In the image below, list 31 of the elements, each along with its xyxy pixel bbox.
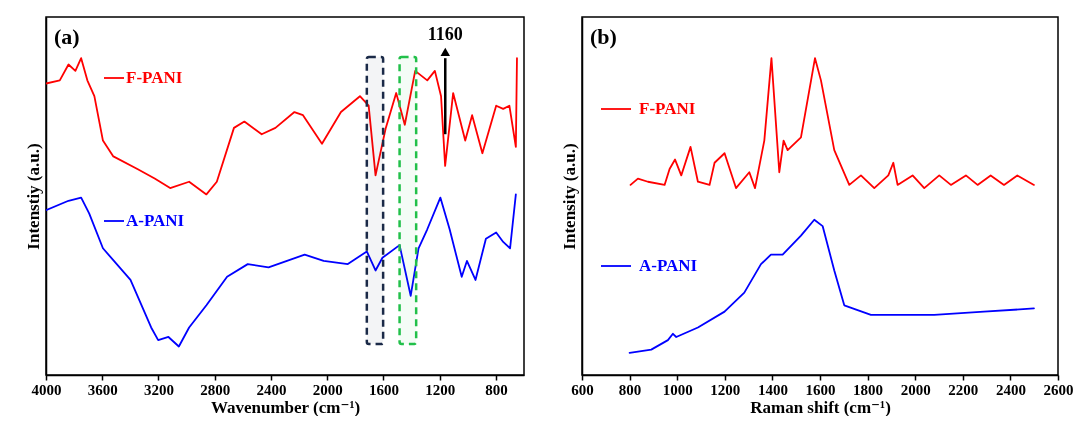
x-tick-label: 3600 xyxy=(87,381,118,398)
x-tick-label: 2800 xyxy=(200,381,231,398)
x-tick-label: 600 xyxy=(571,381,594,398)
x-tick-label: 1800 xyxy=(853,381,884,398)
x-tick-label: 1600 xyxy=(368,381,399,398)
x-tick-label: 2000 xyxy=(900,381,931,398)
x-tick-label: 3200 xyxy=(143,381,174,398)
x-tick-label: 1200 xyxy=(710,381,741,398)
x-tick-label: 800 xyxy=(485,381,508,398)
x-tick-label: 2000 xyxy=(312,381,343,398)
x-tick-label: 4000 xyxy=(31,381,62,398)
legend-label: A-PANI xyxy=(639,256,698,275)
annotation: 1160 xyxy=(427,23,463,44)
x-tick-label: 800 xyxy=(618,381,642,398)
x-axis-title: Raman shift (cm⁻¹) xyxy=(750,397,891,417)
legend-label: F-PANI xyxy=(126,68,183,87)
y-axis-title: Intensity (a.u.) xyxy=(559,143,579,250)
legend-label: F-PANI xyxy=(639,99,696,118)
x-axis-title: Wavenumber (cm⁻¹) xyxy=(210,397,361,417)
x-tick-label: 2400 xyxy=(256,381,287,398)
chart-title: (a) xyxy=(54,24,80,49)
x-tick-label: 2200 xyxy=(948,381,979,398)
chart-title: (b) xyxy=(590,24,617,49)
x-tick-label: 1400 xyxy=(757,381,788,398)
legend-label: A-PANI xyxy=(126,211,185,230)
y-axis-title: Intenstiy (a.u.) xyxy=(23,143,43,250)
x-tick-label: 2600 xyxy=(1043,381,1074,398)
x-tick-label: 1000 xyxy=(662,381,693,398)
x-tick-label: 2400 xyxy=(995,381,1026,398)
x-tick-label: 1600 xyxy=(805,381,836,398)
x-tick-label: 1200 xyxy=(425,381,456,398)
